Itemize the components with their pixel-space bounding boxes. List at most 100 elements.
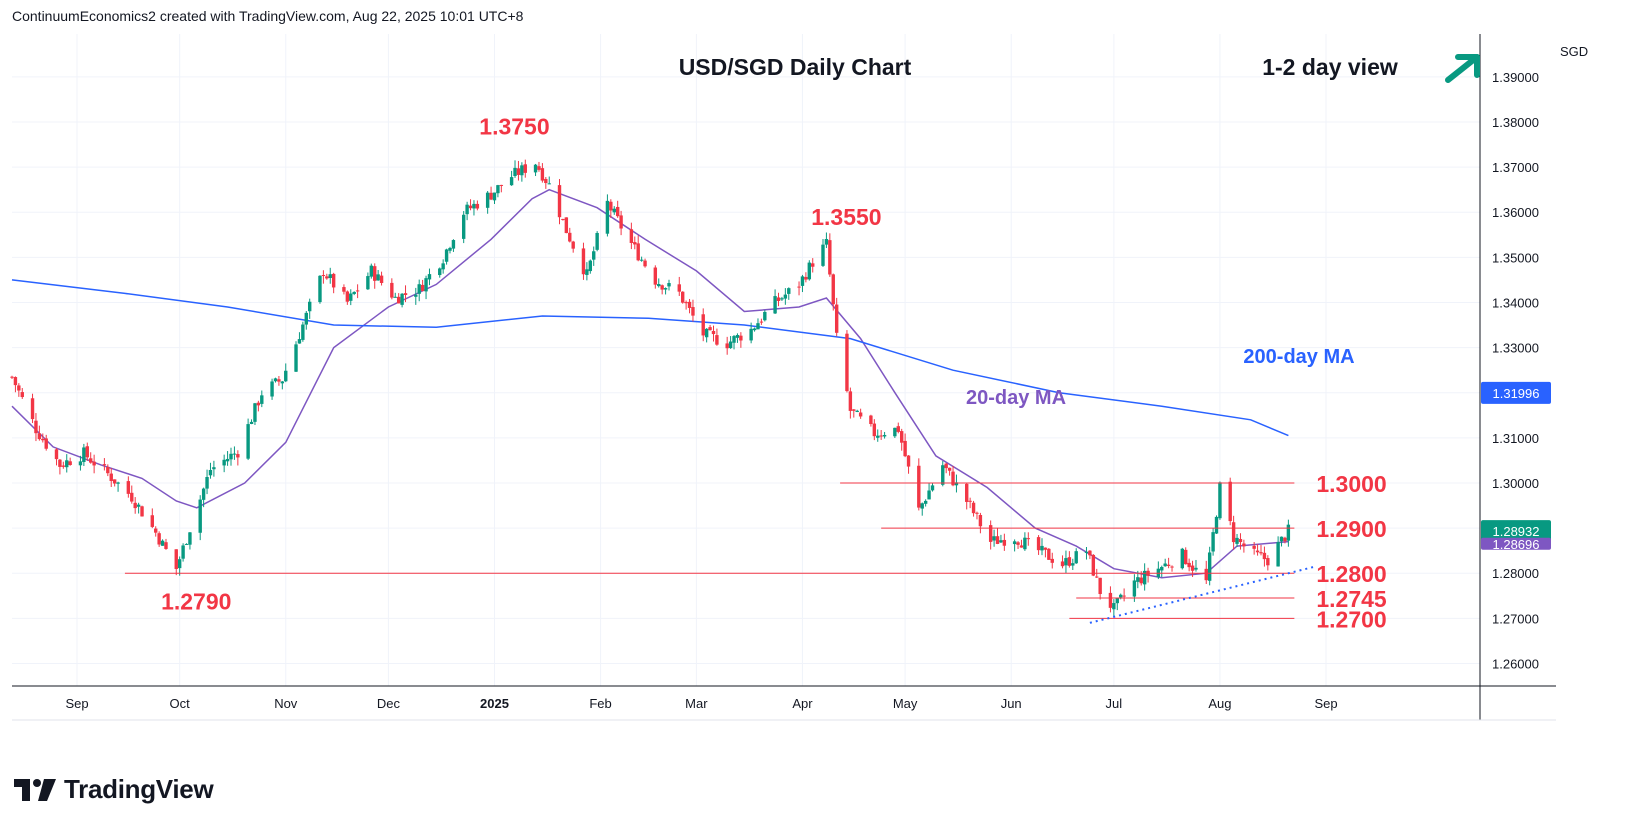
- y-tick-label: 1.26000: [1492, 656, 1539, 671]
- price-tag-label: 1.31996: [1493, 386, 1540, 401]
- time-axis[interactable]: Sep Oct Nov Dec 2025 Feb Mar Apr May Jun Jul Aug Sep: [65, 696, 1337, 711]
- x-tick-label: Feb: [589, 696, 611, 711]
- candle-body: [684, 302, 688, 304]
- candle-body: [126, 481, 131, 494]
- level-label: 1.2800: [1316, 561, 1386, 587]
- candle-body: [571, 241, 575, 249]
- x-tick-label: Mar: [685, 696, 708, 711]
- candle-body: [1108, 592, 1113, 608]
- candle-body: [492, 192, 497, 201]
- x-tick-label: Apr: [792, 696, 813, 711]
- candle-body: [1064, 558, 1068, 566]
- candle-body: [270, 381, 274, 397]
- candle-body: [773, 296, 777, 314]
- tradingview-logo[interactable]: TradingView: [14, 774, 214, 805]
- candle-body: [629, 229, 634, 243]
- candle-body: [1194, 567, 1198, 570]
- y-tick-label: 1.34000: [1492, 295, 1539, 310]
- candle-body: [509, 177, 514, 186]
- candle-body: [390, 282, 394, 298]
- candle-body: [109, 473, 113, 482]
- candle-body: [903, 440, 907, 457]
- candle-body: [1190, 565, 1195, 571]
- candle-body: [1026, 538, 1031, 540]
- candle-body: [41, 438, 45, 441]
- candle-body: [89, 458, 93, 463]
- candle-body: [1088, 550, 1092, 556]
- ma20-line: [11, 188, 1289, 579]
- candle-body: [968, 500, 972, 502]
- x-tick-label: May: [893, 696, 918, 711]
- candle-body: [971, 502, 976, 514]
- x-tick-label: 2025: [480, 696, 509, 711]
- candle-body: [917, 465, 921, 508]
- candle-body: [461, 214, 466, 239]
- candle-body: [930, 485, 935, 491]
- candle-body: [102, 464, 107, 466]
- candle-body: [893, 427, 897, 437]
- candle-body: [1231, 522, 1236, 543]
- candle-body: [920, 503, 924, 509]
- candle-body: [184, 543, 189, 545]
- tradingview-logo-text: TradingView: [64, 774, 214, 804]
- candle-body: [821, 244, 825, 266]
- candle-body: [831, 274, 835, 305]
- candle-body: [869, 415, 873, 425]
- y-tick-label: 1.28000: [1492, 566, 1539, 581]
- candle-body: [13, 377, 18, 386]
- candle-body: [54, 449, 59, 460]
- candle-body: [201, 488, 206, 500]
- candle-body: [1139, 577, 1143, 584]
- candle-body: [828, 240, 832, 275]
- y-tick-label: 1.31000: [1492, 431, 1539, 446]
- candle-body: [1098, 577, 1102, 595]
- candle-body: [472, 203, 476, 209]
- candle-body: [633, 242, 637, 245]
- candle-body: [1050, 558, 1054, 563]
- candle-body: [424, 278, 428, 292]
- candle-body: [978, 514, 983, 527]
- candle-body: [735, 334, 740, 338]
- candle-body: [906, 455, 911, 467]
- candle-body: [1019, 545, 1024, 548]
- chart-frame: [12, 34, 1556, 721]
- candle-body: [547, 183, 551, 185]
- candle-body: [318, 275, 322, 303]
- candle-body: [1036, 537, 1041, 551]
- y-tick-label: 1.27000: [1492, 611, 1539, 626]
- candle-body: [1136, 577, 1140, 582]
- candle-body: [465, 204, 469, 215]
- candle-body: [653, 267, 658, 285]
- candle-body: [824, 238, 829, 245]
- x-tick-label: Nov: [274, 696, 298, 711]
- candle-body: [701, 314, 705, 336]
- candle-body: [899, 431, 904, 443]
- candle-body: [157, 533, 161, 545]
- level-label: 1.2700: [1316, 606, 1386, 632]
- candle-body: [876, 435, 880, 438]
- candle-body: [595, 232, 599, 250]
- candle-body: [1228, 481, 1232, 522]
- candle-body: [858, 412, 863, 417]
- candle-body: [677, 284, 681, 292]
- y-tick-label: 1.33000: [1492, 341, 1539, 356]
- candle-body: [198, 499, 202, 533]
- candle-body: [923, 500, 928, 504]
- candle-body: [246, 424, 250, 459]
- candle-body: [68, 461, 72, 465]
- candle-body: [1180, 548, 1184, 569]
- candle-body: [855, 410, 859, 412]
- ma200-label: 200-day MA: [1243, 346, 1354, 368]
- candle-body: [1023, 537, 1027, 550]
- plot-background: [12, 34, 1540, 722]
- candle-body: [304, 312, 308, 325]
- candle-body: [489, 192, 493, 200]
- y-tick-label: 1.36000: [1492, 205, 1539, 220]
- candle-body: [1207, 552, 1212, 581]
- candle-body: [499, 184, 504, 186]
- candle-body: [965, 483, 969, 502]
- candle-body: [776, 297, 781, 301]
- candle-body: [1235, 537, 1239, 544]
- candle-body: [140, 506, 144, 517]
